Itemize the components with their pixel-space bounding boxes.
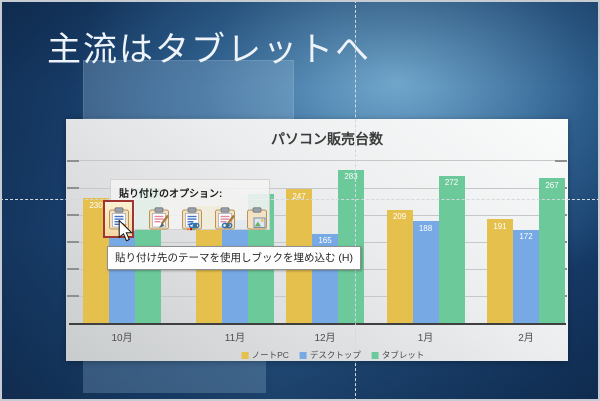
legend-label: タブレット [381,350,425,360]
chart-bar-label: 172 [519,232,533,242]
chart-bar [412,221,439,323]
chart-tick-left [67,268,79,271]
chart-bar [222,220,248,323]
chart-tick-left [67,241,79,244]
chart-legend: ノートPC デスクトップ タブレット [241,349,425,361]
chart-tick-right [555,159,567,162]
guide-vertical[interactable] [355,0,356,401]
chart-bar-label: 209 [392,212,407,222]
use-destination-theme-link-data-icon: a [182,207,202,231]
legend-swatch [371,351,379,359]
chart-bar [438,175,465,323]
picture-icon [247,207,267,230]
chart-month-label: 10月 [111,333,133,344]
legend-item: デスクトップ [299,349,361,361]
chart-tick-left [67,159,79,162]
bottom-deco-rect [83,361,266,393]
keep-source-formatting-link-data-icon [215,207,235,230]
chart-bar-label: 230 [89,200,103,210]
chart-tick-left [67,295,79,298]
chart-bar [386,209,413,323]
chart-bar-label: 165 [318,236,332,246]
chart-gridline [69,187,566,189]
title-underlay-rect [83,60,294,119]
paste-option-keep-source-formatting-embed-workbook[interactable] [147,207,171,231]
legend-swatch [299,351,307,359]
paste-option-picture[interactable] [245,207,269,231]
chart-bar [539,178,565,323]
chart-gridline [69,160,566,162]
chart-month-label: 11月 [224,333,246,344]
slide-title[interactable]: 主流はタブレットへ [47,31,371,69]
chart-month-label: 2月 [518,333,534,344]
pasted-chart-panel[interactable]: パソコン販売台数 230 10月 11月 247 165 283 12月 209 188 272 1… [66,119,568,361]
paste-tooltip: 貼り付け先のテーマを使用しブックを埋め込む (H) [107,246,361,270]
mouse-cursor-icon [118,220,133,242]
chart-x-axis [69,322,566,325]
legend-label: デスクトップ [309,350,361,360]
chart-bar [109,230,135,323]
chart-bar [513,229,539,323]
chart-bar-label: 272 [444,178,459,188]
chart-month-label: 12月 [314,333,336,344]
chart-gridline [69,214,566,216]
paste-option-use-destination-theme-link-data[interactable]: a [180,207,204,231]
chart-bar [487,219,513,323]
paste-options-label: 貼り付けのオプション: [119,189,223,200]
chart-title: パソコン販売台数 [271,131,383,147]
chart-tick-left [67,214,79,217]
guide-horizontal[interactable] [0,199,600,200]
keep-source-formatting-embed-workbook-icon [149,207,169,230]
paste-option-keep-source-formatting-link-data[interactable] [213,207,237,231]
chart-bar-label: 267 [545,180,559,190]
chart-bar-label: 188 [418,223,433,233]
chart-bar-label: 283 [344,172,358,182]
chart-tick-left [67,187,79,189]
chart-month-label: 1月 [417,333,434,344]
legend-item: ノートPC [241,349,289,361]
legend-swatch [241,351,249,359]
chart-bar-label: 191 [493,221,507,231]
legend-label: ノートPC [251,350,289,360]
paste-options-popup: 貼り付けのオプション: aa [103,179,270,238]
legend-item: タブレット [371,349,425,361]
chart-bar-label: 247 [292,191,306,201]
